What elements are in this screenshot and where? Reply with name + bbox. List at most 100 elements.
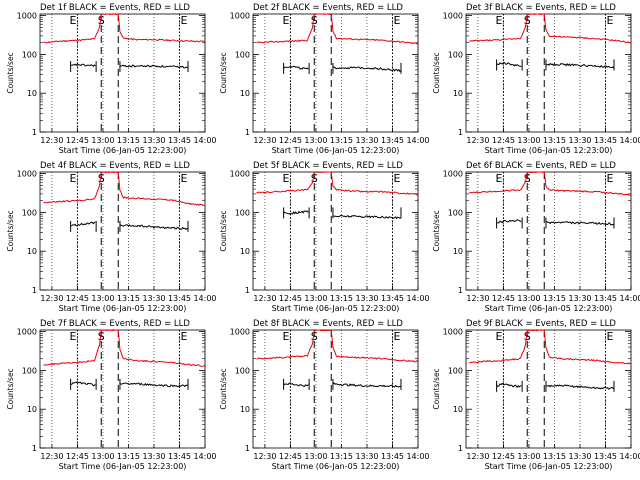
x-tick-label: 12:30: [466, 452, 489, 461]
y-tick-label: 10: [27, 247, 37, 256]
event-marker-s: S: [311, 330, 318, 343]
y-tick-label: 1000: [443, 170, 463, 179]
events-series-line: [283, 210, 402, 220]
x-tick-label: 13:45: [168, 452, 191, 461]
x-tick-label: 14:00: [406, 294, 429, 303]
y-tick-label: 1: [32, 444, 37, 453]
y-tick-label: 1: [245, 128, 250, 137]
x-tick-label: 12:30: [253, 452, 276, 461]
detector-chart-1: Det 1f BLACK = Events, RED = LLD 12:30 12:…: [6, 3, 217, 155]
event-marker-e: E: [393, 172, 400, 185]
x-tick-label: 13:45: [381, 136, 404, 145]
chart-title: Det 6f BLACK = Events, RED = LLD: [466, 161, 616, 171]
chart-title: Det 2f BLACK = Events, RED = LLD: [253, 3, 403, 13]
event-marker-s: S: [524, 330, 531, 343]
y-axis-label: Counts/sec: [219, 210, 228, 251]
chart-title: Det 9f BLACK = Events, RED = LLD: [466, 319, 616, 329]
y-tick-label: 100: [448, 208, 463, 217]
y-tick-label: 1000: [443, 12, 463, 21]
event-marker-e: E: [282, 330, 289, 343]
detector-chart-9: Det 9f BLACK = Events, RED = LLD 12:30 12:…: [432, 319, 640, 471]
detector-chart-8: Det 8f BLACK = Events, RED = LLD 12:30 12:…: [219, 319, 430, 471]
x-axis-label: Start Time (06-Jan-05 12:23:00): [485, 462, 613, 471]
plot-frame: [465, 329, 632, 449]
chart-title: Det 8f BLACK = Events, RED = LLD: [253, 319, 403, 329]
x-tick-label: 13:30: [355, 136, 378, 145]
x-tick-label: 13:00: [517, 136, 540, 145]
plot-frame: [465, 13, 632, 133]
x-axis-label: Start Time (06-Jan-05 12:23:00): [59, 146, 187, 155]
y-tick-label: 10: [27, 89, 37, 98]
x-tick-label: 12:45: [279, 452, 302, 461]
x-tick-label: 13:30: [142, 452, 165, 461]
detector-chart-6: Det 6f BLACK = Events, RED = LLD 12:30 12:…: [432, 161, 640, 313]
x-tick-label: 12:45: [279, 136, 302, 145]
lld-series-line: [469, 329, 632, 365]
chart-title: Det 1f BLACK = Events, RED = LLD: [40, 3, 190, 13]
event-marker-e: E: [606, 14, 613, 27]
y-axis-label: Counts/sec: [6, 210, 15, 251]
x-tick-label: 13:15: [117, 452, 140, 461]
x-axis-label: Start Time (06-Jan-05 12:23:00): [272, 462, 400, 471]
x-tick-label: 13:45: [381, 452, 404, 461]
y-tick-label: 1000: [230, 170, 250, 179]
chart-title: Det 3f BLACK = Events, RED = LLD: [466, 3, 616, 13]
x-tick-label: 13:15: [117, 136, 140, 145]
x-tick-label: 13:45: [594, 294, 617, 303]
y-tick-label: 10: [453, 247, 463, 256]
y-tick-label: 1: [32, 286, 37, 295]
event-marker-e: E: [606, 172, 613, 185]
event-marker-e: E: [69, 14, 76, 27]
x-tick-label: 12:30: [466, 294, 489, 303]
lld-series-line: [469, 13, 631, 44]
y-tick-label: 1: [245, 286, 250, 295]
x-tick-label: 12:45: [492, 452, 515, 461]
event-marker-s: S: [524, 172, 531, 185]
event-marker-e: E: [69, 172, 76, 185]
y-tick-label: 100: [235, 208, 250, 217]
x-tick-label: 13:30: [355, 294, 378, 303]
plot-frame: [252, 13, 419, 133]
x-tick-label: 12:45: [279, 294, 302, 303]
event-marker-e: E: [393, 14, 400, 27]
x-tick-label: 13:00: [304, 452, 327, 461]
lld-series-line: [469, 171, 632, 196]
y-tick-label: 100: [22, 366, 37, 375]
x-tick-label: 12:45: [66, 452, 89, 461]
y-tick-label: 1000: [17, 12, 37, 21]
x-axis-label: Start Time (06-Jan-05 12:23:00): [485, 146, 613, 155]
y-tick-label: 1000: [17, 170, 37, 179]
lld-series-line: [256, 171, 419, 196]
event-marker-s: S: [98, 14, 105, 27]
x-tick-label: 12:30: [40, 294, 63, 303]
x-tick-label: 14:00: [193, 294, 216, 303]
x-tick-label: 13:45: [168, 294, 191, 303]
x-tick-label: 14:00: [619, 136, 640, 145]
y-tick-label: 10: [27, 405, 37, 414]
event-marker-e: E: [282, 172, 289, 185]
lld-series-line: [43, 329, 206, 367]
x-tick-label: 14:00: [193, 452, 216, 461]
x-tick-label: 13:15: [330, 136, 353, 145]
y-tick-label: 1: [245, 444, 250, 453]
lld-series-line: [43, 171, 206, 207]
plot-frame: [39, 171, 206, 291]
chart-title: Det 7f BLACK = Events, RED = LLD: [40, 319, 190, 329]
x-axis-label: Start Time (06-Jan-05 12:23:00): [485, 304, 613, 313]
x-tick-label: 14:00: [193, 136, 216, 145]
x-tick-label: 14:00: [619, 294, 640, 303]
y-tick-label: 1000: [17, 328, 37, 337]
x-tick-label: 14:00: [619, 452, 640, 461]
event-marker-e: E: [495, 172, 502, 185]
x-tick-label: 12:45: [492, 136, 515, 145]
x-tick-label: 13:15: [117, 294, 140, 303]
event-marker-e: E: [606, 330, 613, 343]
x-tick-label: 13:45: [594, 136, 617, 145]
y-tick-label: 100: [22, 50, 37, 59]
event-marker-s: S: [524, 14, 531, 27]
x-tick-label: 13:30: [142, 294, 165, 303]
y-tick-label: 10: [453, 405, 463, 414]
x-axis-label: Start Time (06-Jan-05 12:23:00): [59, 462, 187, 471]
x-tick-label: 13:00: [304, 136, 327, 145]
